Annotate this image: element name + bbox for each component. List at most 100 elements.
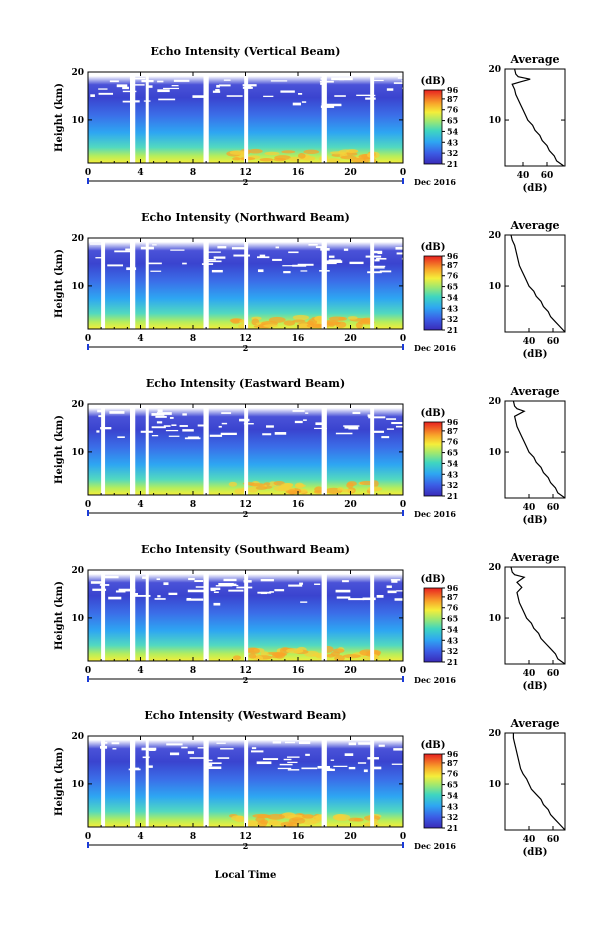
average-profile-line	[512, 733, 566, 831]
average-title: Average	[509, 53, 559, 66]
heatmap-gap-cell	[210, 589, 216, 592]
colorbar-tick-label: 21	[447, 657, 458, 667]
data-gap	[321, 570, 327, 661]
heatmap-gap-cell	[118, 588, 136, 592]
heatmap-gap-cell	[141, 747, 157, 751]
x-tick-label: 20	[344, 500, 357, 510]
heatmap-cell	[234, 817, 246, 823]
heatmap-gap-cell	[386, 428, 394, 430]
x-tick-label: 16	[292, 666, 305, 676]
heatmap-gap-cell	[357, 762, 367, 764]
heatmap-gap-cell	[376, 257, 387, 260]
y-axis-label: Height (km)	[54, 747, 65, 816]
heatmap-gap-cell	[315, 246, 324, 248]
data-gap	[101, 404, 106, 495]
heatmap-gap-cell	[330, 759, 335, 761]
heatmap-gap-cell	[257, 269, 264, 273]
day-marker: 2	[243, 177, 249, 187]
heatmap-gap-cell	[90, 243, 104, 245]
heatmap-gap-cell	[325, 260, 343, 263]
heatmap-gap-cell	[207, 251, 221, 253]
heatmap-gap-cell	[297, 263, 314, 266]
heatmap-gap-cell	[168, 592, 178, 596]
heatmap-cell	[248, 653, 257, 659]
data-gap	[203, 404, 209, 495]
heatmap-gap-cell	[242, 84, 257, 87]
x-tick-label: 16	[292, 500, 305, 510]
average-profile-line	[512, 400, 566, 499]
data-gap	[244, 736, 249, 827]
heatmap-gap-cell	[259, 254, 266, 258]
heatmap-gap-cell	[221, 412, 232, 414]
heatmap-gap-cell	[156, 412, 172, 415]
average-x-tick-label: 60	[547, 835, 560, 845]
heatmap-cell	[267, 813, 285, 820]
heatmap-gap-cell	[301, 101, 307, 103]
data-gap	[244, 570, 249, 661]
heatmap-cell	[342, 654, 361, 659]
date-label: Dec 2016	[414, 675, 456, 685]
x-tick-label: 8	[190, 666, 196, 676]
heatmap-gap-cell	[216, 742, 226, 744]
heatmap-gap-cell	[122, 90, 137, 93]
heatmap-gap-cell	[209, 434, 223, 437]
colorbar-tick-label: 76	[447, 271, 459, 281]
heatmap-cell	[272, 652, 287, 657]
heatmap-cell	[332, 648, 345, 654]
heatmap-gap-cell	[401, 87, 412, 90]
colorbar-tick-label: 43	[447, 635, 459, 645]
heatmap-gap-cell	[386, 585, 392, 588]
data-gap	[203, 238, 209, 329]
colorbar-tick-label: 87	[447, 260, 458, 270]
heatmap-gap-cell	[197, 424, 206, 427]
heatmap-gap-cell	[391, 763, 409, 765]
heatmap-gap-cell	[262, 433, 272, 436]
y-tick-label: 10	[71, 780, 84, 790]
heatmap-gap-cell	[228, 589, 244, 592]
heatmap-gap-cell	[223, 583, 237, 586]
x-tick-label: 0	[400, 500, 406, 510]
average-x-tick-label: 60	[541, 171, 554, 181]
heatmap-gap-cell	[213, 256, 226, 259]
heatmap-gap-cell	[320, 105, 335, 108]
heatmap-gap-cell	[352, 411, 361, 414]
heatmap-cell	[247, 486, 259, 493]
heatmap-cell	[255, 655, 264, 661]
heatmap-gap-cell	[393, 82, 405, 84]
data-gap	[203, 736, 209, 827]
x-tick-label: 4	[137, 500, 143, 510]
heatmap-gap-cell	[182, 429, 194, 432]
heatmap-cell	[283, 320, 296, 326]
heatmap-gap-cell	[287, 761, 298, 764]
heatmap-gap-cell	[104, 575, 119, 579]
heatmap-gap-cell	[169, 416, 174, 419]
average-y-tick-label: 20	[488, 729, 501, 739]
heatmap-gap-cell	[187, 589, 205, 593]
heatmap-gap-cell	[298, 741, 311, 744]
heatmap-gap-cell	[122, 100, 134, 103]
heatmap-gap-cell	[376, 594, 384, 598]
heatmap-gap-cell	[288, 251, 299, 254]
average-frame	[504, 400, 566, 499]
x-tick-label: 20	[344, 334, 357, 344]
heatmap-gap-cell	[348, 598, 365, 601]
heatmap-cell	[281, 150, 296, 154]
day-marker: 2	[243, 841, 249, 851]
colorbar-tick-label: 32	[447, 646, 458, 656]
average-frame	[504, 566, 566, 665]
x-tick-label: 16	[292, 168, 305, 178]
heatmap-gap-cell	[280, 90, 295, 93]
heatmap-gap-cell	[283, 758, 292, 761]
heatmap-gap-cell	[226, 95, 243, 97]
average-x-label: (dB)	[523, 847, 548, 858]
heatmap-gap-cell	[299, 582, 304, 585]
heatmap-gap-cell	[166, 743, 183, 746]
data-gap	[370, 72, 375, 163]
x-tick-label: 0	[85, 500, 91, 510]
heatmap-gap-cell	[112, 748, 117, 750]
x-tick-label: 4	[137, 168, 143, 178]
y-tick-label: 10	[71, 116, 84, 126]
heatmap-gap-cell	[315, 422, 323, 426]
colorbar-tick-label: 54	[447, 292, 459, 302]
x-tick-label: 12	[239, 334, 252, 344]
